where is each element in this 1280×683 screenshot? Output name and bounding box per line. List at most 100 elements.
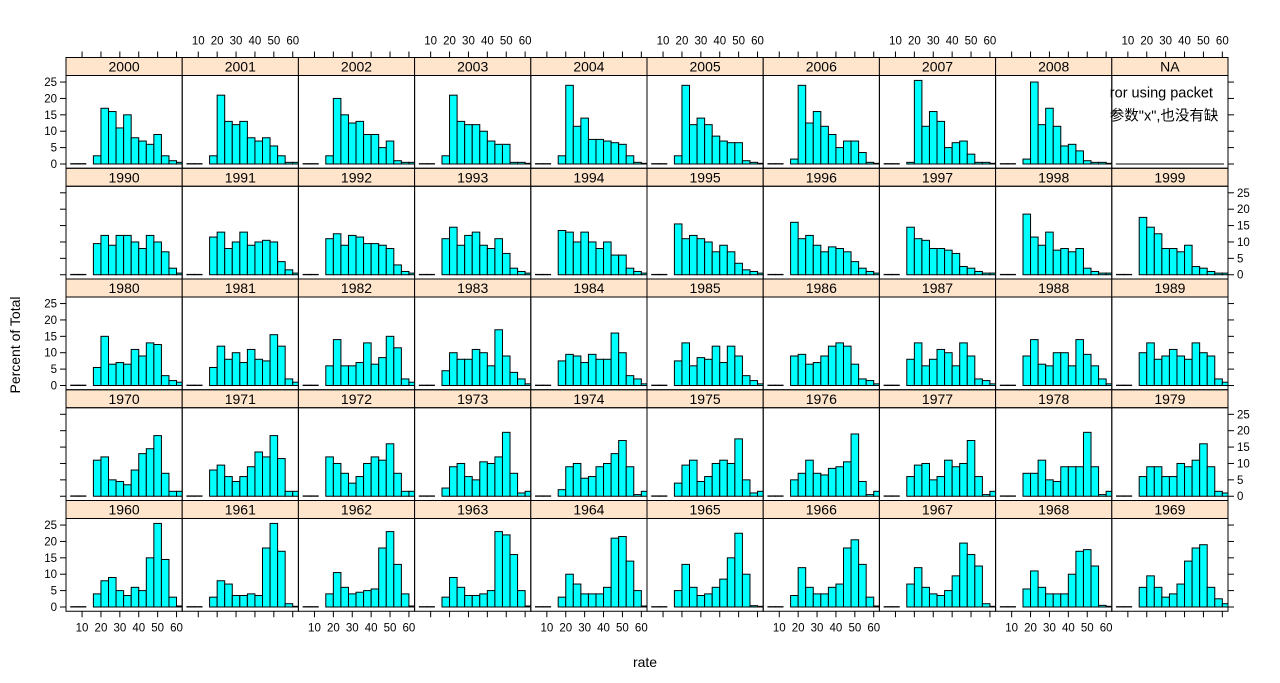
bar-1980-3 — [92, 366, 102, 386]
bar-1967-12 — [974, 565, 983, 608]
panel-1971: 1971 — [181, 389, 299, 501]
bar-1969-3 — [1138, 586, 1148, 608]
panel-1996: 1996 — [762, 167, 880, 280]
bar-1982-9 — [370, 363, 380, 386]
bar-1969-9 — [1184, 560, 1193, 608]
xtick-label-top-30: 30 — [694, 36, 707, 48]
bar-2008-12 — [1090, 161, 1100, 165]
bar-1994-5 — [572, 241, 582, 276]
bar-1984-4 — [565, 353, 574, 386]
bar-1988-9 — [1067, 365, 1077, 386]
bar-1968-10 — [1075, 550, 1084, 608]
bar-1993-9 — [486, 248, 496, 276]
bar-1969-7 — [1168, 593, 1178, 608]
bar-1993-5 — [456, 244, 466, 276]
panel-1962: 1962 10 20 30 40 50 60 — [297, 500, 415, 634]
strip-label-1999: 1999 — [1154, 169, 1185, 185]
bar-1986-6 — [812, 362, 822, 386]
bar-1972-14 — [408, 490, 415, 497]
ytick-label-15: 15 — [1237, 442, 1250, 454]
bar-1970-10 — [145, 448, 155, 497]
bar-1990-13 — [168, 267, 178, 276]
bar-1977-12 — [974, 476, 983, 497]
bar-1999-7 — [1168, 248, 1178, 276]
bar-1998-7 — [1052, 249, 1062, 276]
bar-1977-8 — [944, 459, 953, 497]
bar-1973-7 — [471, 479, 481, 497]
bar-1981-14 — [292, 381, 299, 386]
bar-1978-11 — [1082, 431, 1092, 497]
bar-1969-14 — [1221, 603, 1229, 608]
ytick-label-15: 15 — [1237, 221, 1250, 233]
bar-1974-9 — [603, 462, 612, 497]
bar-1968-5 — [1037, 586, 1047, 608]
bar-2000-11 — [153, 133, 162, 165]
bar-1987-12 — [974, 378, 983, 386]
bar-1989-12 — [1206, 355, 1216, 386]
bar-1983-10 — [494, 329, 503, 386]
bar-1990-12 — [160, 251, 170, 276]
panel-1967: 1967 — [878, 500, 997, 618]
bar-1963-7 — [471, 595, 481, 608]
bar-1987-3 — [906, 358, 915, 386]
bar-2005-7 — [704, 124, 713, 165]
xtick-label-top-10: 10 — [424, 36, 437, 48]
bars-1975 — [651, 438, 764, 497]
panel-1993: 1993 — [414, 167, 532, 280]
bars-2004 — [535, 84, 647, 165]
strip-label-1965: 1965 — [690, 502, 721, 518]
bar-1971-10 — [262, 456, 271, 497]
bar-1993-10 — [494, 238, 503, 276]
strip-label-1972: 1972 — [341, 391, 372, 407]
bar-1996-10 — [843, 251, 852, 276]
bar-1972-11 — [385, 443, 395, 497]
bar-1982-7 — [355, 362, 365, 386]
bar-1998-10 — [1075, 248, 1084, 276]
bar-1972-7 — [355, 476, 365, 497]
bar-1973-10 — [494, 456, 503, 497]
bar-1982-13 — [400, 378, 410, 386]
bar-2004-10 — [610, 142, 620, 165]
strip-label-1971: 1971 — [225, 391, 256, 407]
panel-1975: 1975 — [646, 389, 764, 501]
xtick-label-top-40: 40 — [946, 36, 959, 48]
bar-1970-7 — [123, 484, 132, 497]
bar-1995-10 — [726, 251, 736, 276]
bar-1985-13 — [749, 380, 759, 386]
bars-1997 — [883, 226, 996, 276]
xtick-label-top-60: 60 — [751, 36, 764, 48]
ytick-label-15: 15 — [44, 331, 57, 343]
bar-1976-7 — [820, 474, 829, 497]
bar-1963-13 — [517, 590, 526, 608]
strip-label-1986: 1986 — [806, 280, 837, 296]
ytick-label-25: 25 — [1237, 188, 1250, 200]
bar-1966-7 — [820, 593, 829, 608]
xtick-label-top-30: 30 — [1159, 36, 1172, 48]
bar-1980-14 — [176, 381, 183, 386]
bar-1991-8 — [246, 244, 256, 276]
bar-2007-10 — [959, 140, 968, 165]
bar-1961-8 — [246, 593, 256, 608]
bar-2007-4 — [913, 79, 923, 165]
ytick-label-5: 5 — [51, 586, 57, 598]
bar-1990-14 — [176, 272, 183, 276]
bar-2003-14 — [524, 162, 531, 165]
ytick-label-0: 0 — [51, 380, 57, 392]
bar-1972-9 — [370, 456, 380, 497]
bar-1962-10 — [378, 547, 387, 608]
bar-1980-7 — [123, 363, 132, 386]
bar-1960-6 — [115, 590, 125, 608]
bars-1984 — [535, 332, 647, 386]
bar-1969-13 — [1214, 598, 1223, 608]
bar-1977-11 — [966, 440, 976, 497]
bar-1985-8 — [711, 345, 721, 386]
bar-1966-9 — [835, 583, 845, 608]
bar-1992-10 — [378, 244, 387, 276]
bar-1982-8 — [363, 342, 372, 386]
bar-1966-8 — [827, 586, 837, 608]
bar-1988-5 — [1037, 363, 1047, 386]
xtick-label-top-40: 40 — [713, 36, 726, 48]
bar-1969-11 — [1199, 544, 1208, 608]
bar-1980-8 — [130, 348, 140, 386]
bar-1969-10 — [1191, 547, 1201, 608]
